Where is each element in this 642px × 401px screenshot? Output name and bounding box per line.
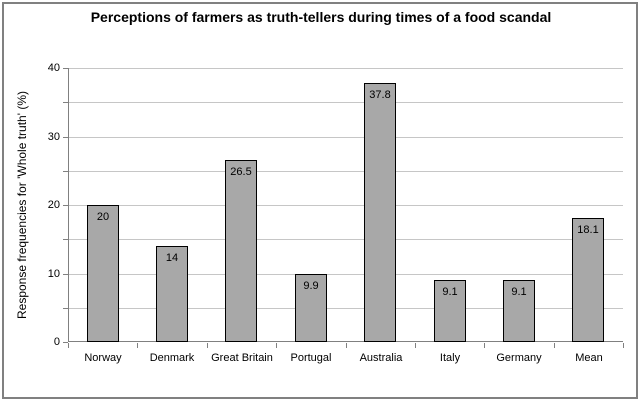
y-gridline: [69, 274, 623, 275]
bar-value-label: 9.9: [303, 280, 319, 292]
bar-mean: 18.1: [572, 218, 604, 342]
bar-germany: 9.1: [503, 280, 535, 342]
x-axis-category-label: Italy: [439, 352, 461, 364]
y-gridline: [69, 308, 623, 309]
y-gridline: [69, 239, 623, 240]
y-gridline: [69, 102, 623, 103]
y-axis-tick-label: 0: [53, 336, 60, 348]
y-axis-tick: [63, 308, 68, 309]
x-axis-tick: [137, 343, 138, 348]
chart-title: Perceptions of farmers as truth-tellers …: [90, 9, 552, 25]
x-axis-category-label: Denmark: [149, 352, 195, 364]
y-gridline: [69, 205, 623, 206]
x-axis-category-label: Germany: [496, 352, 542, 364]
bar-portugal: 9.9: [295, 274, 327, 342]
x-axis-tick: [68, 343, 69, 348]
x-axis-category-label: Great Britain: [211, 352, 273, 364]
bar-value-label: 18.1: [577, 224, 599, 236]
x-axis-category-label: Australia: [359, 352, 403, 364]
y-axis-tick: [63, 171, 68, 172]
x-axis-tick: [276, 343, 277, 348]
bar-great-britain: 26.5: [225, 160, 257, 342]
x-axis-tick: [346, 343, 347, 348]
x-axis-tick: [207, 343, 208, 348]
bar-denmark: 14: [156, 246, 188, 342]
x-axis-category-label: Mean: [575, 352, 603, 364]
bar-value-label: 37.8: [369, 89, 391, 101]
x-axis-tick: [484, 343, 485, 348]
x-axis-tick: [554, 343, 555, 348]
y-gridline: [69, 137, 623, 138]
y-axis-tick: [63, 102, 68, 103]
y-gridline: [69, 68, 623, 69]
y-axis-tick: [63, 342, 68, 343]
plot-area: [68, 68, 623, 342]
y-axis-tick-label: 20: [47, 199, 60, 211]
bar-value-label: 9.1: [442, 286, 458, 298]
y-axis-tick: [63, 68, 68, 69]
y-axis-tick-label: 10: [47, 268, 60, 280]
y-axis-tick: [63, 274, 68, 275]
y-axis-tick: [63, 137, 68, 138]
bar-value-label: 9.1: [511, 286, 527, 298]
bar-value-label: 20: [96, 211, 110, 223]
x-axis-tick: [415, 343, 416, 348]
bar-value-label: 26.5: [230, 166, 252, 178]
y-axis-tick-label: 40: [47, 62, 60, 74]
x-axis-tick: [623, 343, 624, 348]
x-axis-category-label: Portugal: [290, 352, 332, 364]
bar-value-label: 14: [165, 252, 179, 264]
x-axis-category-label: Norway: [84, 352, 122, 364]
y-axis-tick: [63, 205, 68, 206]
y-axis-tick-label: 30: [47, 131, 60, 143]
bar-australia: 37.8: [364, 83, 396, 342]
bar-italy: 9.1: [434, 280, 466, 342]
y-axis-tick: [63, 239, 68, 240]
bar-norway: 20: [87, 205, 119, 342]
y-gridline: [69, 171, 623, 172]
